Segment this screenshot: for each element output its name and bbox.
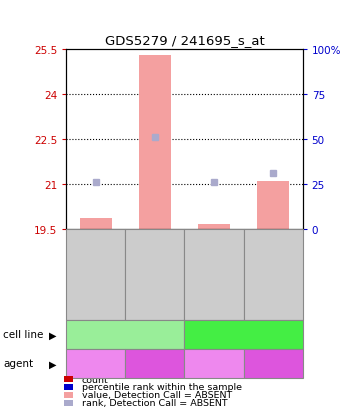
Text: pristimerin: pristimerin <box>248 359 298 368</box>
Text: count: count <box>82 375 108 384</box>
Text: DMSO: DMSO <box>79 358 113 368</box>
Text: ▶: ▶ <box>49 358 56 368</box>
Text: rank, Detection Call = ABSENT: rank, Detection Call = ABSENT <box>82 398 227 407</box>
Bar <box>198 225 230 229</box>
Text: U266: U266 <box>228 328 259 341</box>
Bar <box>257 181 289 229</box>
Text: percentile rank within the sample: percentile rank within the sample <box>82 382 242 392</box>
Text: pristimerin: pristimerin <box>130 359 180 368</box>
Title: GDS5279 / 241695_s_at: GDS5279 / 241695_s_at <box>105 34 264 47</box>
Text: cell line: cell line <box>3 330 44 339</box>
Text: H929: H929 <box>110 328 141 341</box>
Text: ▶: ▶ <box>49 330 56 339</box>
Text: GSM351748: GSM351748 <box>209 245 219 304</box>
Bar <box>80 219 112 229</box>
Bar <box>139 56 171 229</box>
Text: DMSO: DMSO <box>197 358 231 368</box>
Text: GSM351747: GSM351747 <box>150 245 160 304</box>
Text: agent: agent <box>3 358 34 368</box>
Text: GSM351749: GSM351749 <box>268 245 278 304</box>
Text: value, Detection Call = ABSENT: value, Detection Call = ABSENT <box>82 390 232 399</box>
Text: GSM351746: GSM351746 <box>91 245 101 304</box>
